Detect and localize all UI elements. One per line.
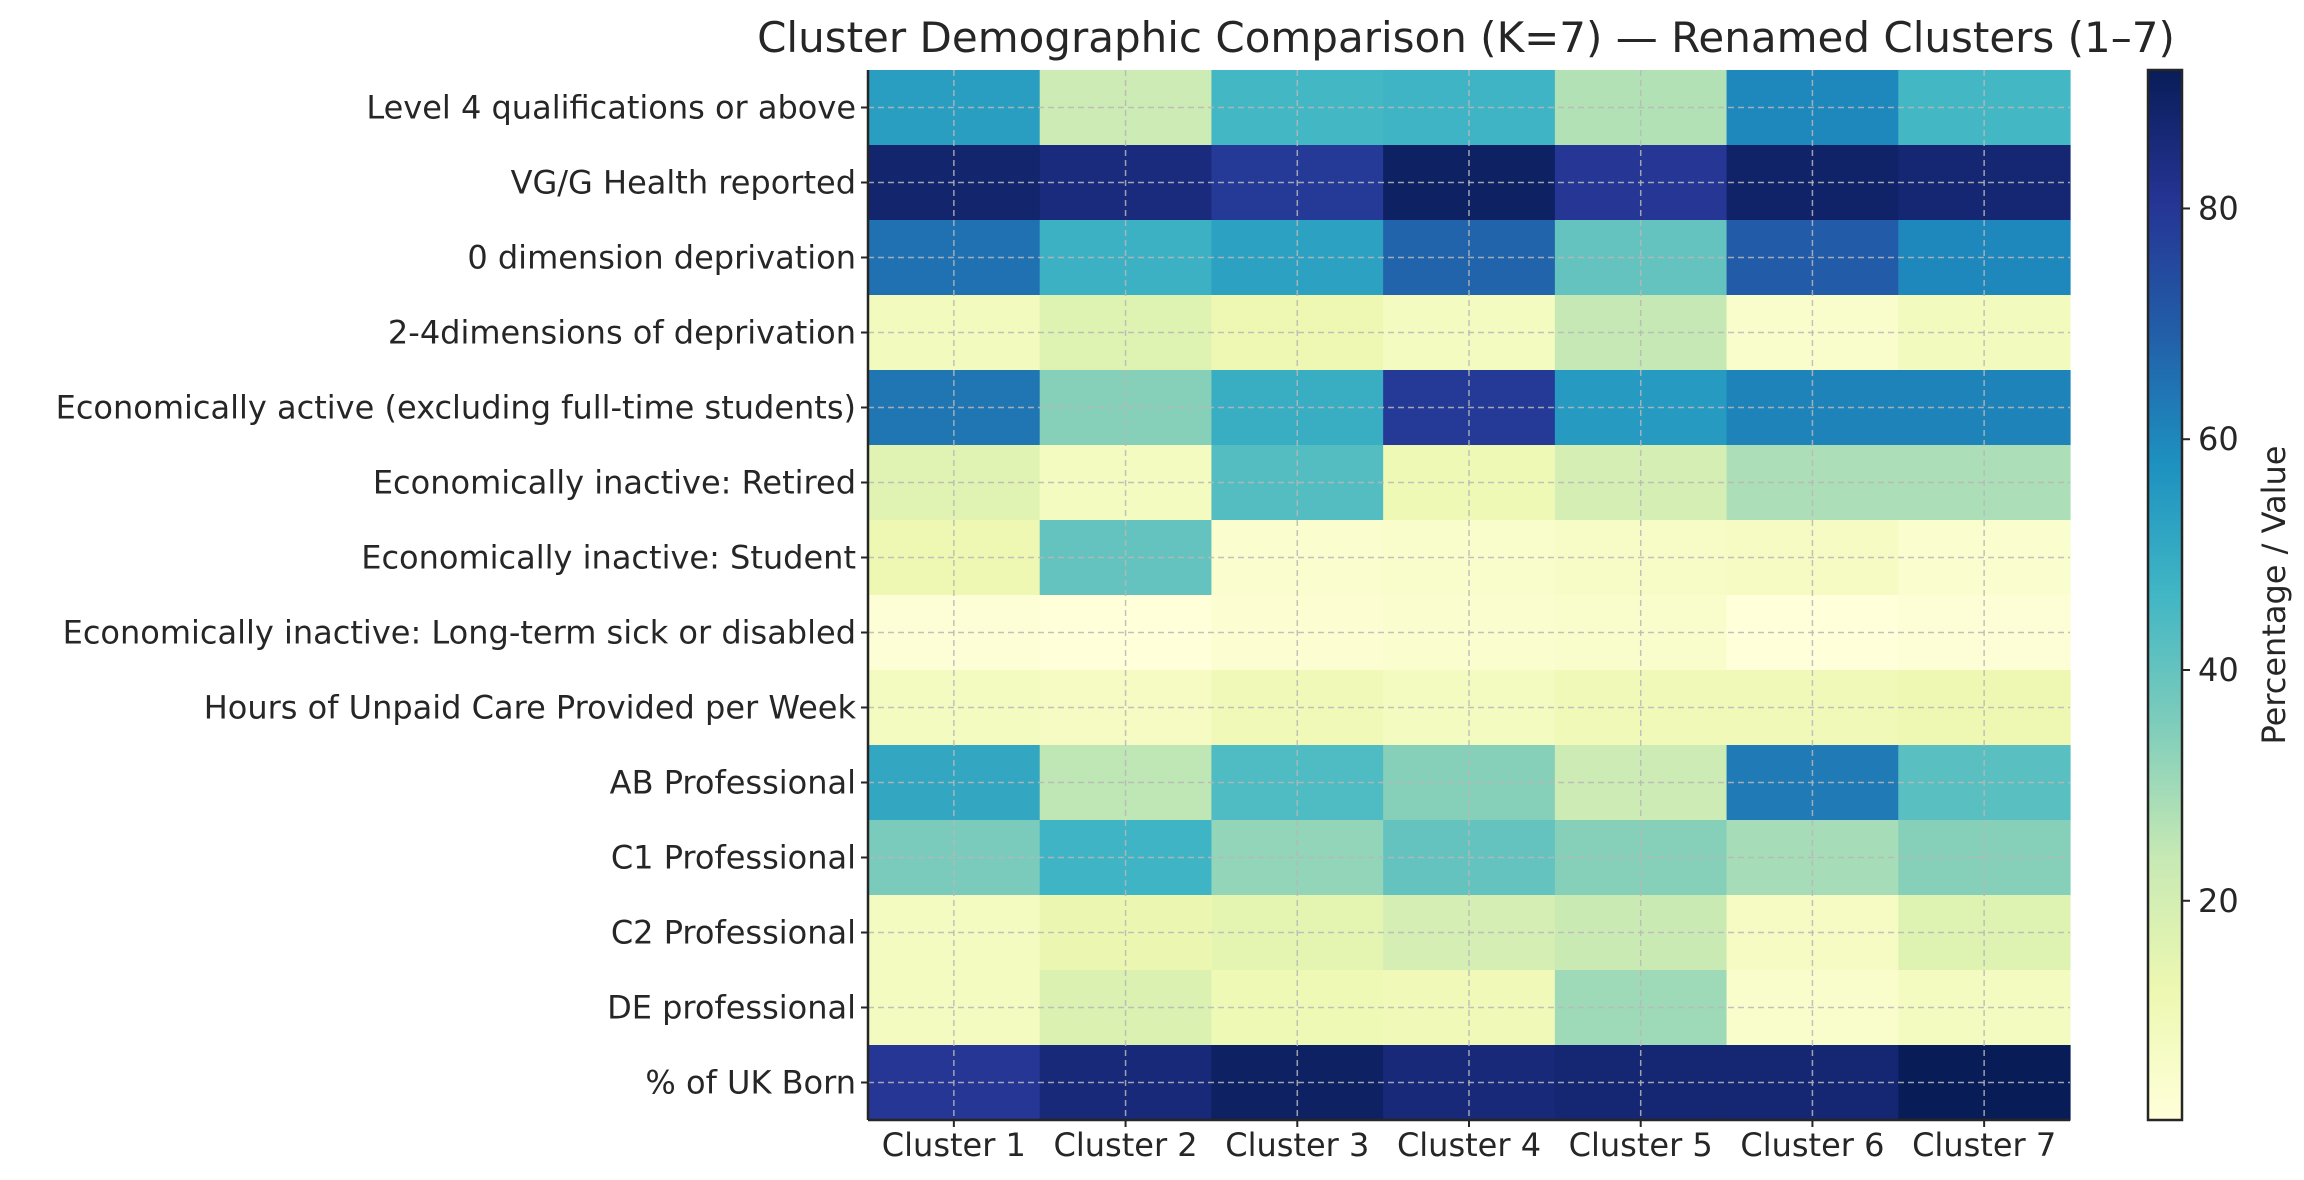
heatmap-axes [861, 70, 2070, 1127]
row-label: Economically inactive: Student [361, 539, 856, 577]
row-label: C2 Professional [611, 914, 856, 952]
row-label: C1 Professional [611, 839, 856, 877]
colorbar-tick-label: 20 [2198, 882, 2239, 920]
row-labels: Level 4 qualifications or above VG/G Heal… [56, 89, 857, 1102]
row-label: VG/G Health reported [511, 164, 856, 202]
row-label: AB Professional [610, 764, 856, 802]
row-label: Hours of Unpaid Care Provided per Week [204, 689, 857, 727]
column-label: Cluster 7 [1912, 1126, 2056, 1164]
column-label: Cluster 5 [1569, 1126, 1713, 1164]
row-label: 0 dimension deprivation [467, 239, 856, 277]
row-label: Level 4 qualifications or above [366, 89, 856, 127]
colorbar-tick-label: 40 [2198, 651, 2239, 689]
heatmap-grid [868, 70, 2070, 1120]
row-label: % of UK Born [645, 1064, 856, 1102]
colorbar-tick-label: 80 [2198, 189, 2239, 227]
row-label: DE professional [607, 989, 856, 1027]
row-label: Economically inactive: Long-term sick or… [63, 614, 856, 652]
row-label: 2-4dimensions of deprivation [388, 314, 856, 352]
row-label: Economically active (excluding full-time… [56, 389, 856, 427]
colorbar-gradient [2146, 68, 2184, 1122]
row-label: Economically inactive: Retired [373, 464, 856, 502]
column-labels: Cluster 1 Cluster 2 Cluster 3 Cluster 4 Clus… [882, 1126, 2056, 1164]
colorbar-label: Percentage / Value [2255, 445, 2293, 744]
column-label: Cluster 6 [1740, 1126, 1884, 1164]
colorbar: 20 40 60 80 Percentage / Value [2146, 68, 2293, 1122]
column-label: Cluster 4 [1397, 1126, 1541, 1164]
column-label: Cluster 3 [1225, 1126, 1369, 1164]
column-label: Cluster 2 [1054, 1126, 1198, 1164]
colorbar-tick-label: 60 [2198, 420, 2239, 458]
chart-title: Cluster Demographic Comparison (K=7) — R… [757, 13, 2175, 62]
column-label: Cluster 1 [882, 1126, 1026, 1164]
